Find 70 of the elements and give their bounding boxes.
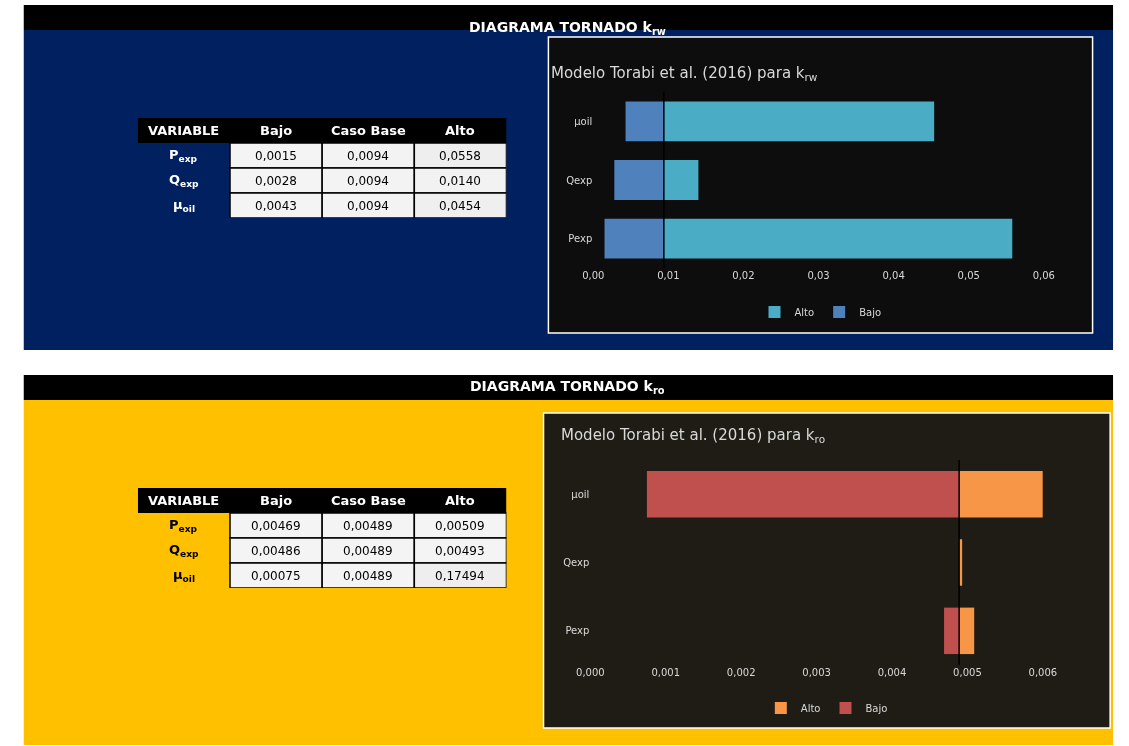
bar [663,101,935,142]
y-tick-label: Qexp [566,174,593,186]
data-label: 0,0094 [347,174,389,188]
chart-title: Modelo Torabi et al. (2016) para k$_{rw}$ [551,64,818,84]
data-label: 0,0043 [255,199,297,213]
data-label: 0,0094 [347,199,389,213]
data-label: 0,0140 [439,174,481,188]
y-tick-label: Qexp [563,557,590,568]
x-tick-label: 0,000 [576,667,605,678]
y-axis-title: VARIABLE [148,493,220,508]
x-tick-label: Bajo [260,123,293,138]
legend-label: Alto [794,306,815,318]
chart-title: Modelo Torabi et al. (2016) para k$_{ro}$ [561,426,826,446]
x-tick-label: 0,006 [1028,667,1058,678]
bar [604,218,664,259]
x-tick-label: 0,002 [726,667,756,678]
data-label: 0,0558 [439,149,481,163]
y-axis-title: VARIABLE [148,123,220,138]
bar [646,470,960,518]
x-tick-label: 0,001 [651,667,681,678]
bar [663,218,1013,259]
text: DIAGRAMA TORNADO k$_{ro}$ [470,378,665,396]
y-tick-label: P$_{exp}$ [169,147,198,164]
data-label: 0,00493 [435,544,485,558]
data-label: 0,0454 [439,199,481,213]
data-label: 0,0028 [255,174,297,188]
x-tick-label: Caso Base [331,123,406,138]
x-tick-label: 0,00 [582,270,605,281]
x-tick-label: 0,04 [882,270,905,281]
x-tick-label: Alto [445,123,475,138]
x-tick-label: 0,05 [957,270,980,281]
y-tick-label: Pexp [568,233,593,245]
x-tick-label: 0,02 [732,270,755,281]
y-tick-label: Pexp [565,625,590,637]
bar [625,101,664,142]
x-tick-label: 0,003 [802,667,831,678]
x-tick-label: Alto [445,493,475,508]
bar [944,607,960,655]
x-tick-label: 0,01 [657,270,680,281]
data-label: 0,17494 [435,569,485,583]
x-tick-label: 0,004 [877,667,907,678]
data-label: 0,00075 [251,569,301,583]
x-tick-label: 0,005 [953,667,982,678]
y-tick-label: μ$_{oil}$ [173,567,196,584]
text: DIAGRAMA TORNADO k$_{rw}$ [469,19,666,37]
data-label: 0,00509 [435,519,485,533]
y-tick-label: P$_{exp}$ [169,517,198,534]
y-tick-label: Q$_{exp}$ [169,172,200,189]
legend-label: Bajo [859,306,882,318]
y-tick-label: µoil [571,488,590,500]
data-label: 0,0094 [347,149,389,163]
bar [959,607,975,655]
y-tick-label: μ$_{oil}$ [173,197,196,214]
x-tick-label: Caso Base [331,493,406,508]
data-label: 0,00486 [251,544,301,558]
data-label: 0,0015 [255,149,297,163]
bar [959,470,1043,518]
legend-label: Bajo [865,702,888,714]
bar [663,160,699,200]
data-label: 0,00489 [343,569,393,583]
legend-label: Alto [800,702,821,714]
data-label: 0,00469 [251,519,301,533]
bar [614,160,664,200]
data-label: 0,00489 [343,544,393,558]
y-tick-label: Q$_{exp}$ [169,542,200,559]
data-label: 0,00489 [343,519,393,533]
x-tick-label: Bajo [260,493,293,508]
y-tick-label: µoil [574,115,593,127]
x-tick-label: 0,03 [807,270,830,281]
x-tick-label: 0,06 [1032,270,1055,281]
